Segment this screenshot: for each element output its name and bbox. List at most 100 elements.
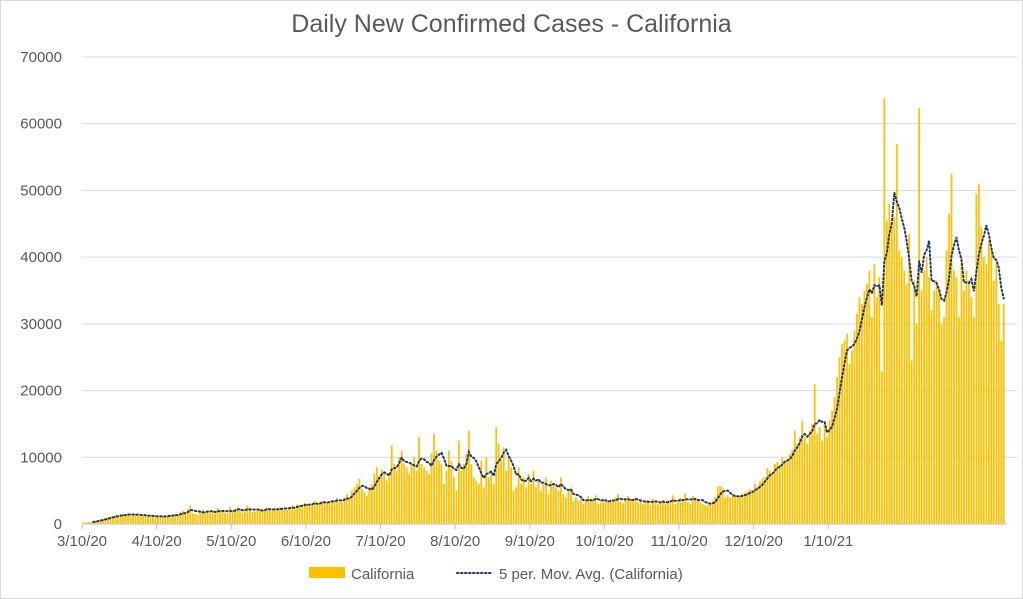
x-tick-label: 8/10/20 xyxy=(430,533,480,550)
bar xyxy=(843,340,846,524)
bar xyxy=(249,507,251,524)
bar xyxy=(858,297,861,524)
bar xyxy=(174,513,177,524)
bar xyxy=(866,283,868,524)
bar xyxy=(368,487,371,524)
bar xyxy=(323,501,326,524)
bar xyxy=(472,477,475,524)
x-tick-label: 7/10/20 xyxy=(356,533,406,550)
bar xyxy=(530,483,532,524)
bar xyxy=(920,290,923,524)
bar xyxy=(569,487,572,524)
bar xyxy=(308,505,311,524)
bar xyxy=(216,507,219,524)
bar xyxy=(793,430,796,524)
bar xyxy=(649,504,652,524)
bar xyxy=(910,360,913,524)
bar xyxy=(749,489,751,524)
bar xyxy=(507,457,510,524)
bar xyxy=(726,495,729,524)
bar xyxy=(435,450,438,524)
bar xyxy=(759,481,761,524)
bar xyxy=(629,499,632,524)
bar xyxy=(465,453,468,524)
bar xyxy=(455,490,458,524)
bar xyxy=(331,499,333,524)
bar xyxy=(460,470,463,524)
bar xyxy=(286,509,289,524)
bar xyxy=(356,483,358,524)
chart-title: Daily New Confirmed Cases - California xyxy=(291,10,732,38)
bar xyxy=(1000,340,1003,524)
bar xyxy=(139,514,142,524)
bar xyxy=(475,480,478,524)
bar xyxy=(923,270,926,524)
x-tick-label: 4/10/20 xyxy=(132,533,182,550)
bar xyxy=(482,487,485,524)
bar xyxy=(229,506,231,524)
bar xyxy=(291,505,294,524)
bar xyxy=(107,517,110,524)
bar xyxy=(935,280,938,524)
bar xyxy=(953,270,955,524)
bar xyxy=(470,463,473,524)
bar xyxy=(657,503,659,524)
bar xyxy=(848,363,851,524)
bar xyxy=(905,283,908,524)
bar xyxy=(328,501,331,524)
bar xyxy=(729,497,731,524)
bar xyxy=(209,512,212,524)
bar xyxy=(555,487,557,524)
bar xyxy=(398,457,401,524)
bar xyxy=(691,495,694,524)
bar xyxy=(764,477,766,524)
bar xyxy=(512,490,515,524)
bar xyxy=(773,463,776,524)
bar xyxy=(385,480,388,524)
bar xyxy=(642,503,644,524)
bar xyxy=(219,509,221,524)
bar xyxy=(341,501,343,524)
bar xyxy=(288,506,291,524)
bar xyxy=(378,477,381,524)
bar xyxy=(582,503,585,524)
bar xyxy=(828,420,831,524)
bar xyxy=(278,507,281,524)
bar xyxy=(925,257,928,524)
bar xyxy=(119,514,122,524)
bar xyxy=(808,430,811,524)
bar xyxy=(127,513,129,524)
bar xyxy=(510,467,513,524)
bar xyxy=(960,257,963,524)
bar xyxy=(527,473,530,524)
bar xyxy=(147,516,149,524)
bar xyxy=(351,490,353,524)
bar xyxy=(440,463,443,524)
bar xyxy=(393,463,396,524)
bar xyxy=(154,516,157,524)
bar xyxy=(189,505,192,524)
bar xyxy=(114,515,117,524)
bar xyxy=(895,143,898,525)
moving-average-series xyxy=(92,192,1005,523)
bar xyxy=(587,495,590,524)
bar xyxy=(900,257,903,524)
bar xyxy=(674,503,677,524)
bar xyxy=(403,463,406,524)
bar xyxy=(811,423,814,524)
bar xyxy=(353,487,356,524)
bar xyxy=(206,511,209,524)
bar xyxy=(667,500,669,524)
bar xyxy=(400,450,403,524)
bar xyxy=(579,498,582,524)
bar xyxy=(997,303,1000,524)
bar xyxy=(199,510,202,524)
bar xyxy=(316,504,318,524)
bar xyxy=(634,497,637,524)
bar xyxy=(890,223,893,525)
bar xyxy=(375,467,378,524)
legend-bar-swatch xyxy=(309,567,345,578)
bar xyxy=(540,490,542,524)
x-tick-label: 1/10/21 xyxy=(803,533,853,550)
bar xyxy=(261,510,264,524)
